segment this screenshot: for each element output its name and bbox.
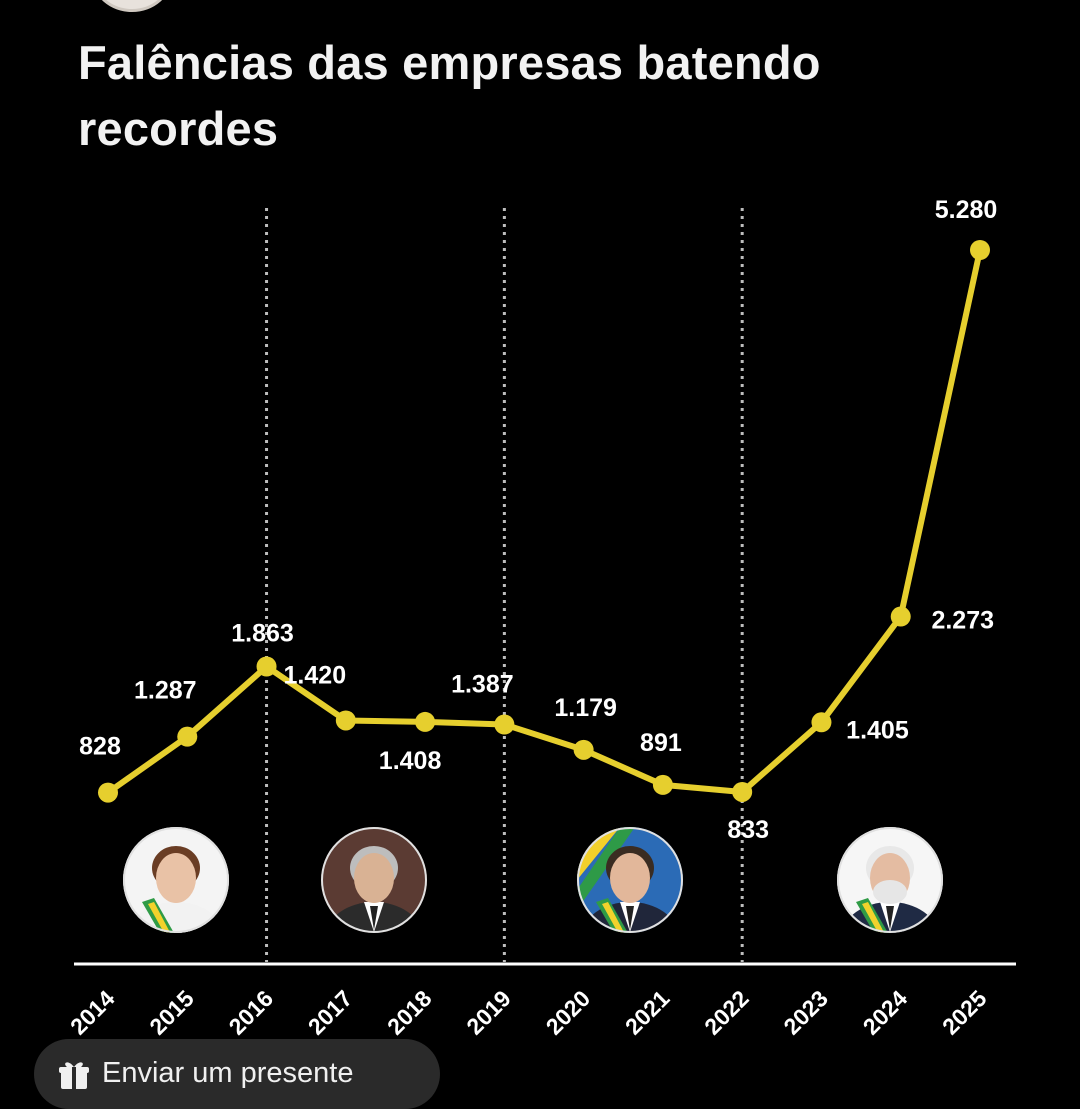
- portrait-president-3-icon: [577, 827, 683, 933]
- data-label: 891: [640, 729, 682, 757]
- gift-icon: [59, 1062, 89, 1089]
- data-point: [415, 711, 436, 732]
- chart-title: Falências das empresas batendo recordes: [78, 36, 821, 155]
- data-label: 828: [79, 733, 121, 761]
- data-label: 1.863: [231, 620, 294, 648]
- x-tick-label: 2016: [224, 985, 279, 1040]
- x-tick-label: 2022: [699, 985, 754, 1040]
- data-label: 833: [727, 816, 769, 844]
- send-gift-label: Enviar um presente: [102, 1057, 354, 1089]
- x-tick-label: 2019: [461, 985, 516, 1040]
- x-tick-labels: 2014 2015 2016 2017 2018 2019 2020 2021 2022 2023…: [65, 985, 992, 1040]
- data-point: [98, 782, 118, 803]
- data-point: [732, 781, 753, 802]
- data-point: [573, 739, 594, 760]
- data-point: [256, 656, 277, 677]
- data-label: 1.387: [451, 670, 514, 698]
- x-tick-label: 2020: [541, 985, 596, 1040]
- portraits: [123, 827, 943, 933]
- portrait-president-4-icon: [837, 827, 943, 933]
- data-label: 1.405: [846, 716, 909, 744]
- send-gift-button[interactable]: Enviar um presente: [34, 1039, 440, 1109]
- x-tick-label: 2017: [303, 985, 358, 1040]
- data-label: 1.179: [554, 694, 617, 722]
- series-line: [105, 247, 983, 796]
- x-tick-label: 2021: [620, 985, 675, 1040]
- data-point: [494, 714, 515, 735]
- data-point: [652, 774, 673, 795]
- portrait-president-1-icon: [123, 827, 229, 933]
- x-tick-label: 2015: [144, 985, 199, 1040]
- x-tick-label: 2014: [65, 985, 120, 1040]
- data-point: [890, 606, 911, 627]
- x-tick-label: 2023: [778, 985, 833, 1040]
- data-points: [98, 240, 990, 803]
- data-label: 2.273: [931, 607, 994, 635]
- line-chart: 828 1.287 1.863 1.420 1.408 1.387 1.179 891 833 1…: [65, 196, 1016, 1040]
- data-label: 1.420: [284, 661, 347, 689]
- data-point: [970, 240, 990, 260]
- x-tick-label: 2025: [937, 985, 992, 1040]
- portrait-president-2-icon: [321, 827, 427, 933]
- data-labels: 828 1.287 1.863 1.420 1.408 1.387 1.179 891 833 1…: [79, 196, 997, 844]
- data-point: [177, 726, 198, 747]
- x-tick-label: 2024: [858, 985, 913, 1040]
- period-dividers: [265, 208, 744, 962]
- data-label: 1.408: [379, 747, 442, 775]
- x-tick-label: 2018: [382, 985, 437, 1040]
- data-point: [811, 712, 832, 733]
- data-point: [335, 710, 356, 731]
- data-label: 5.280: [935, 196, 998, 224]
- data-label: 1.287: [134, 677, 197, 705]
